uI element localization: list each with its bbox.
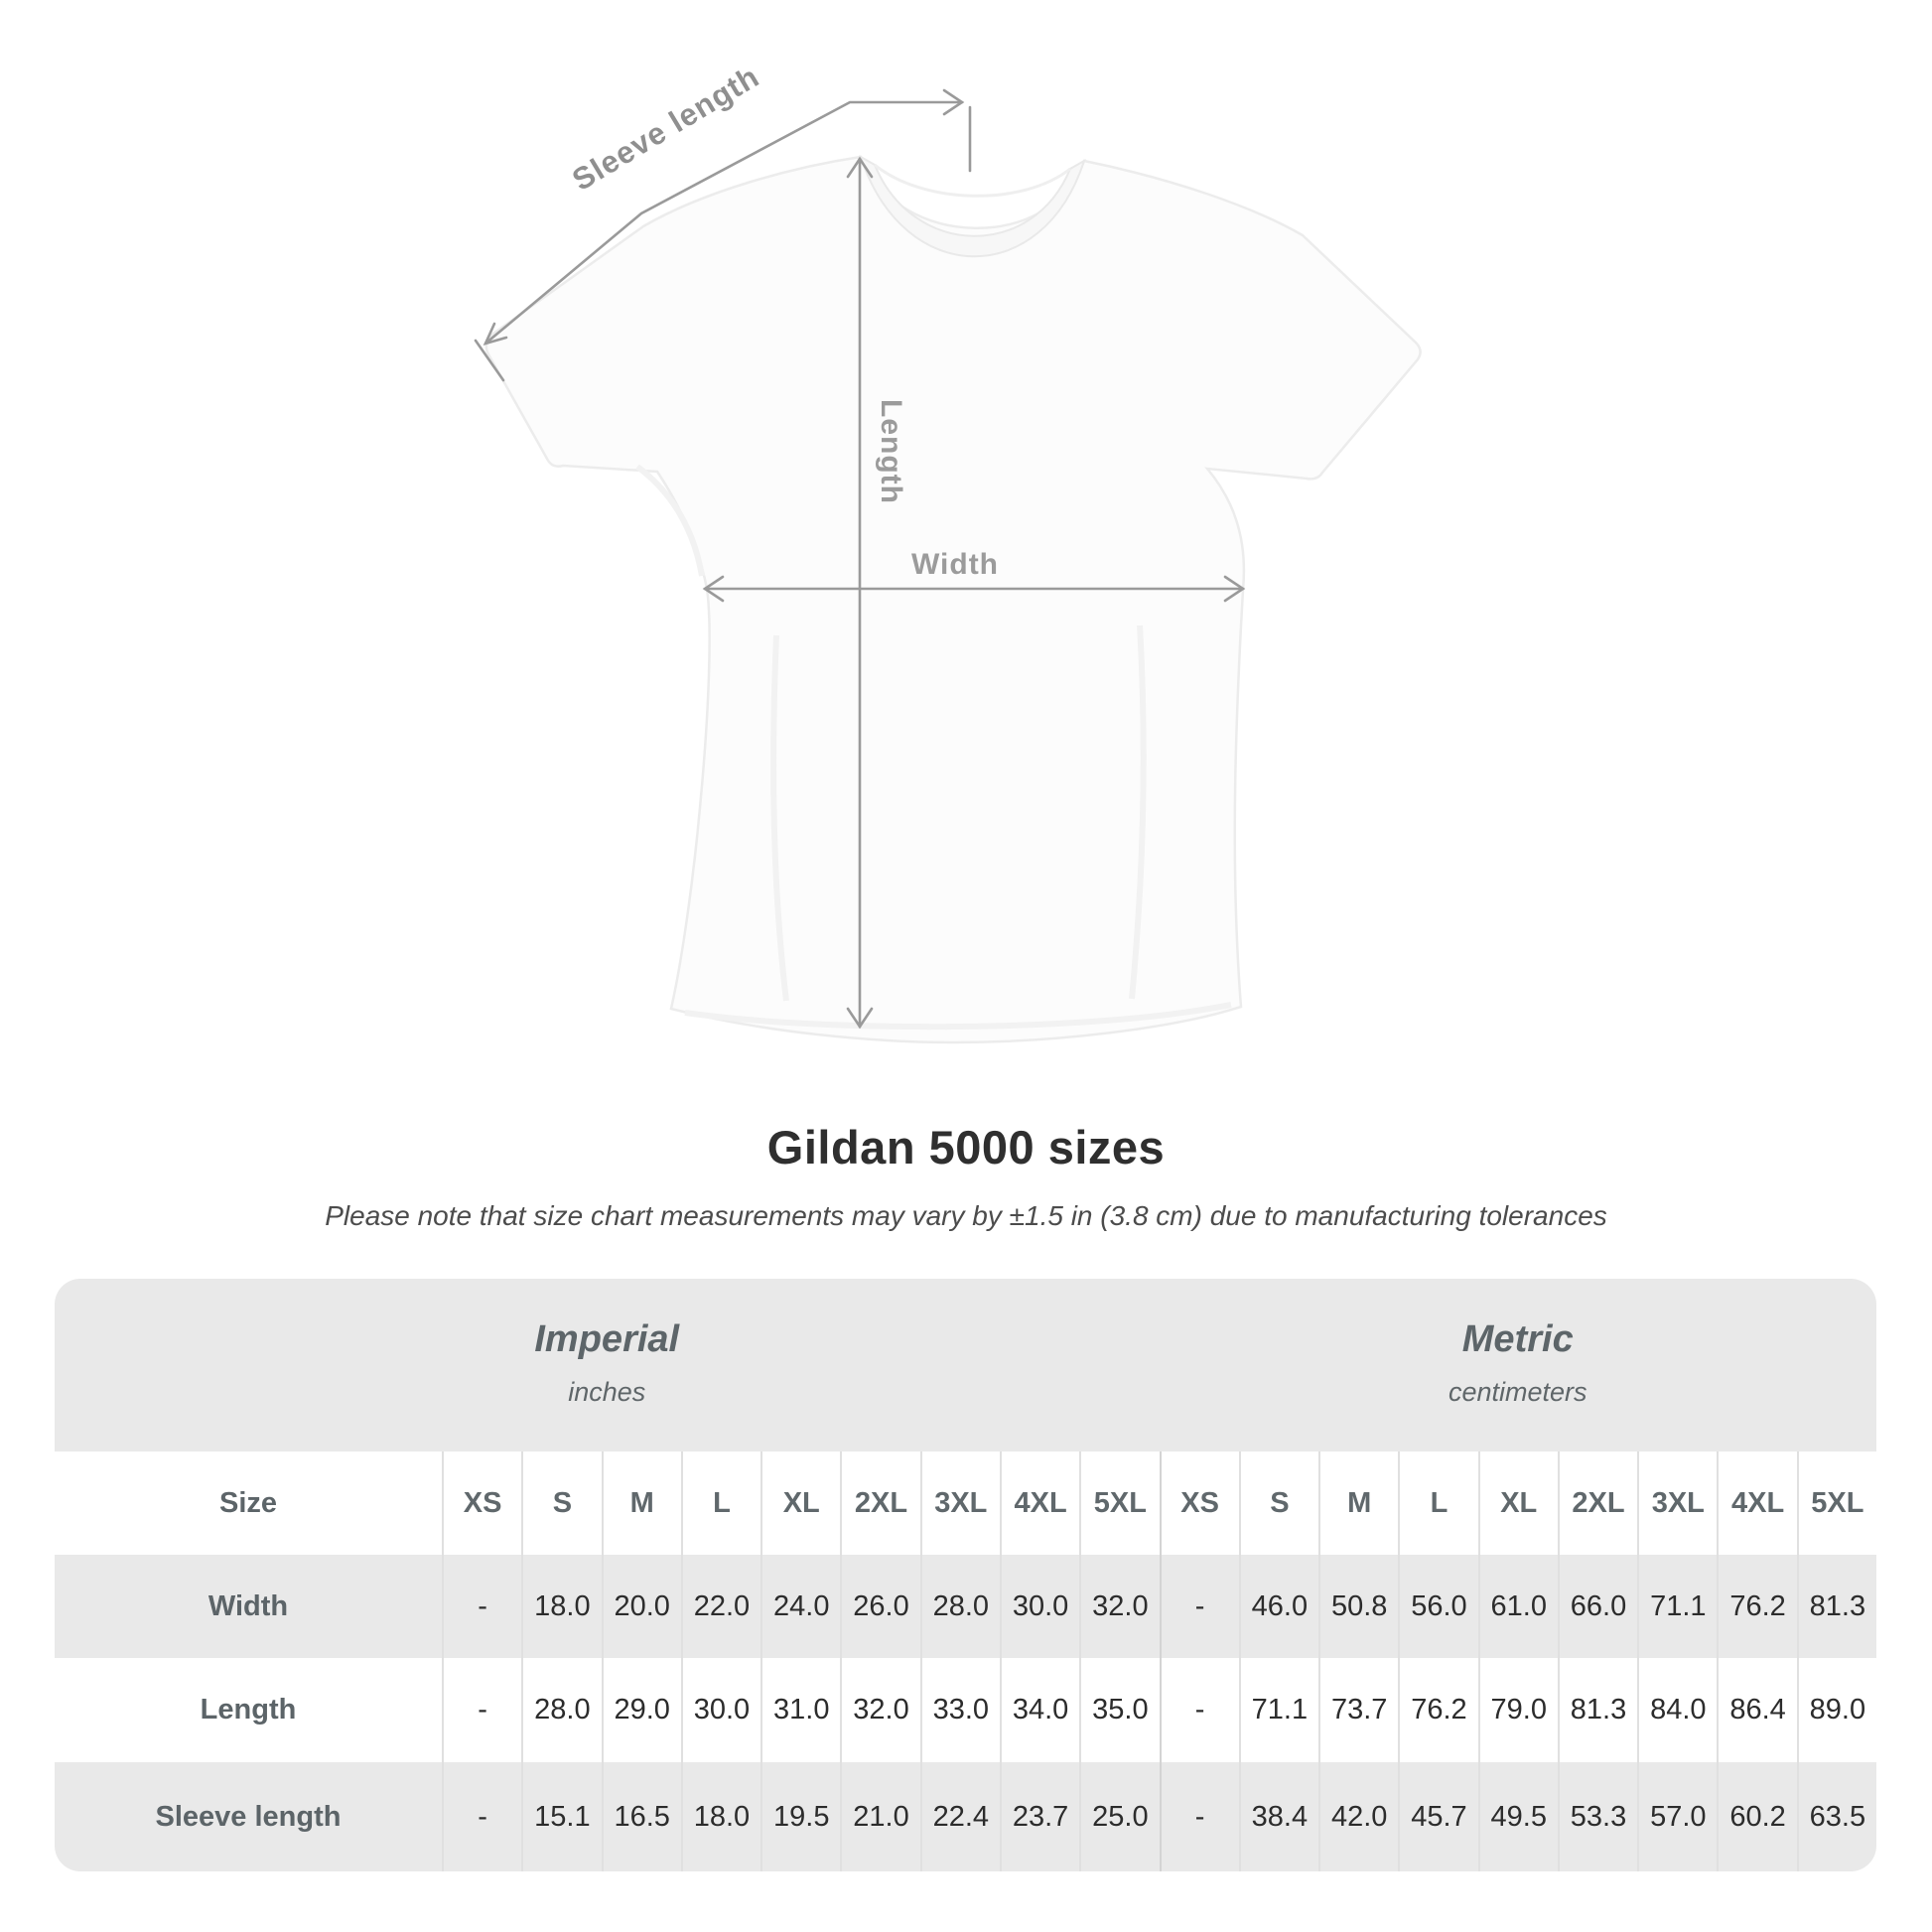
width-arrow xyxy=(702,575,1246,603)
data-cell: - xyxy=(1159,1658,1239,1762)
data-cell: 21.0 xyxy=(840,1762,919,1871)
data-cell: 38.4 xyxy=(1238,1762,1318,1871)
data-cell: 63.5 xyxy=(1796,1762,1876,1871)
data-cell: - xyxy=(1159,1762,1239,1871)
size-header-cell: 3XL xyxy=(1637,1451,1718,1555)
data-cell: 45.7 xyxy=(1398,1762,1477,1871)
data-cell: 34.0 xyxy=(999,1658,1080,1762)
data-cell: 71.1 xyxy=(1637,1555,1717,1658)
data-cell: 30.0 xyxy=(680,1658,761,1762)
size-header-cell: XS xyxy=(442,1451,522,1555)
size-header-cell: L xyxy=(680,1451,761,1555)
imperial-section-unit: inches xyxy=(568,1377,646,1407)
row-label-length: Length xyxy=(55,1658,442,1762)
tolerance-note: Please note that size chart measurements… xyxy=(325,1200,1607,1231)
size-header-cell: 5XL xyxy=(1796,1451,1876,1555)
size-table: Imperial inches Metric centimeters Size … xyxy=(55,1279,1876,1871)
data-cell: 46.0 xyxy=(1238,1555,1318,1658)
data-cell: 31.0 xyxy=(760,1658,841,1762)
data-cell: 73.7 xyxy=(1318,1658,1399,1762)
tshirt-graphic xyxy=(484,154,1422,1044)
data-cell: 15.1 xyxy=(521,1762,601,1871)
title-block: Gildan 5000 sizes Please note that size … xyxy=(0,1120,1932,1232)
row-label-sleeve-length: Sleeve length xyxy=(155,1800,342,1833)
data-cell: 86.4 xyxy=(1717,1658,1797,1762)
size-header-cell: M xyxy=(1318,1451,1399,1555)
data-cell: 84.0 xyxy=(1637,1658,1718,1762)
size-header-cell: S xyxy=(1238,1451,1319,1555)
size-header-cell: XL xyxy=(1477,1451,1558,1555)
data-cell: 33.0 xyxy=(919,1658,1000,1762)
data-cell: 79.0 xyxy=(1477,1658,1558,1762)
fabric-folds xyxy=(635,464,1232,1031)
data-cell: 19.5 xyxy=(760,1762,840,1871)
data-cell: 22.4 xyxy=(919,1762,1000,1871)
size-header-cell: 2XL xyxy=(1557,1451,1638,1555)
size-header-cell: 5XL xyxy=(1079,1451,1160,1555)
page-title: Gildan 5000 sizes xyxy=(766,1121,1166,1173)
tshirt-measurement-diagram: Sleeve length Length Width xyxy=(474,59,1422,1044)
data-cell: - xyxy=(1159,1555,1239,1658)
data-cell: - xyxy=(442,1555,521,1658)
data-cell: 32.0 xyxy=(1079,1555,1159,1658)
data-cell: 49.5 xyxy=(1477,1762,1558,1871)
data-cell: 66.0 xyxy=(1557,1555,1637,1658)
metric-section-header: Metric centimeters xyxy=(1160,1279,1877,1451)
data-cell: 56.0 xyxy=(1398,1555,1477,1658)
data-cell: 50.8 xyxy=(1318,1555,1398,1658)
imperial-section-title: Imperial xyxy=(534,1318,680,1360)
data-cell: 76.2 xyxy=(1398,1658,1478,1762)
size-col-header: Size xyxy=(55,1451,442,1555)
imperial-section-header: Imperial inches xyxy=(55,1279,1160,1451)
data-cell: - xyxy=(442,1658,522,1762)
data-cell: 53.3 xyxy=(1557,1762,1637,1871)
size-header-cell: XL xyxy=(760,1451,841,1555)
data-cell: 42.0 xyxy=(1318,1762,1398,1871)
size-header-cell: M xyxy=(601,1451,681,1555)
collar xyxy=(859,154,1086,258)
data-cell: 71.1 xyxy=(1238,1658,1319,1762)
data-cell: 61.0 xyxy=(1477,1555,1558,1658)
data-cell: 20.0 xyxy=(601,1555,681,1658)
data-cell: 32.0 xyxy=(840,1658,920,1762)
size-header-cell: XS xyxy=(1159,1451,1239,1555)
metric-section-unit: centimeters xyxy=(1448,1377,1587,1407)
data-cell: 23.7 xyxy=(999,1762,1079,1871)
data-cell: 18.0 xyxy=(521,1555,601,1658)
data-cell: 18.0 xyxy=(680,1762,760,1871)
size-header-cell: 3XL xyxy=(919,1451,1000,1555)
sleeve-length-label: Sleeve length xyxy=(566,59,764,198)
data-cell: 22.0 xyxy=(680,1555,760,1658)
size-header-cell: 2XL xyxy=(840,1451,920,1555)
data-cell: 29.0 xyxy=(601,1658,681,1762)
data-cell: 89.0 xyxy=(1796,1658,1876,1762)
sleeve-length-arrow xyxy=(474,88,972,382)
data-cell: 81.3 xyxy=(1796,1555,1876,1658)
size-header-cell: 4XL xyxy=(1717,1451,1797,1555)
metric-section-title: Metric xyxy=(1461,1318,1574,1360)
data-cell: 26.0 xyxy=(840,1555,919,1658)
data-cell: 81.3 xyxy=(1557,1658,1638,1762)
data-cell: 16.5 xyxy=(601,1762,681,1871)
data-cell: 25.0 xyxy=(1079,1762,1159,1871)
data-cell: 35.0 xyxy=(1079,1658,1160,1762)
size-header-cell: L xyxy=(1398,1451,1478,1555)
data-cell: 28.0 xyxy=(521,1658,602,1762)
size-header-cell: 4XL xyxy=(999,1451,1080,1555)
length-label: Length xyxy=(875,399,907,504)
length-arrow xyxy=(846,156,874,1030)
data-cell: 76.2 xyxy=(1717,1555,1796,1658)
row-label-width: Width xyxy=(207,1589,289,1622)
data-cell: - xyxy=(442,1762,521,1871)
data-cell: 24.0 xyxy=(760,1555,840,1658)
data-cell: 30.0 xyxy=(999,1555,1079,1658)
width-label: Width xyxy=(911,548,999,581)
data-cell: 57.0 xyxy=(1637,1762,1717,1871)
data-cell: 28.0 xyxy=(919,1555,1000,1658)
data-cell: 60.2 xyxy=(1717,1762,1796,1871)
size-header-cell: S xyxy=(521,1451,602,1555)
